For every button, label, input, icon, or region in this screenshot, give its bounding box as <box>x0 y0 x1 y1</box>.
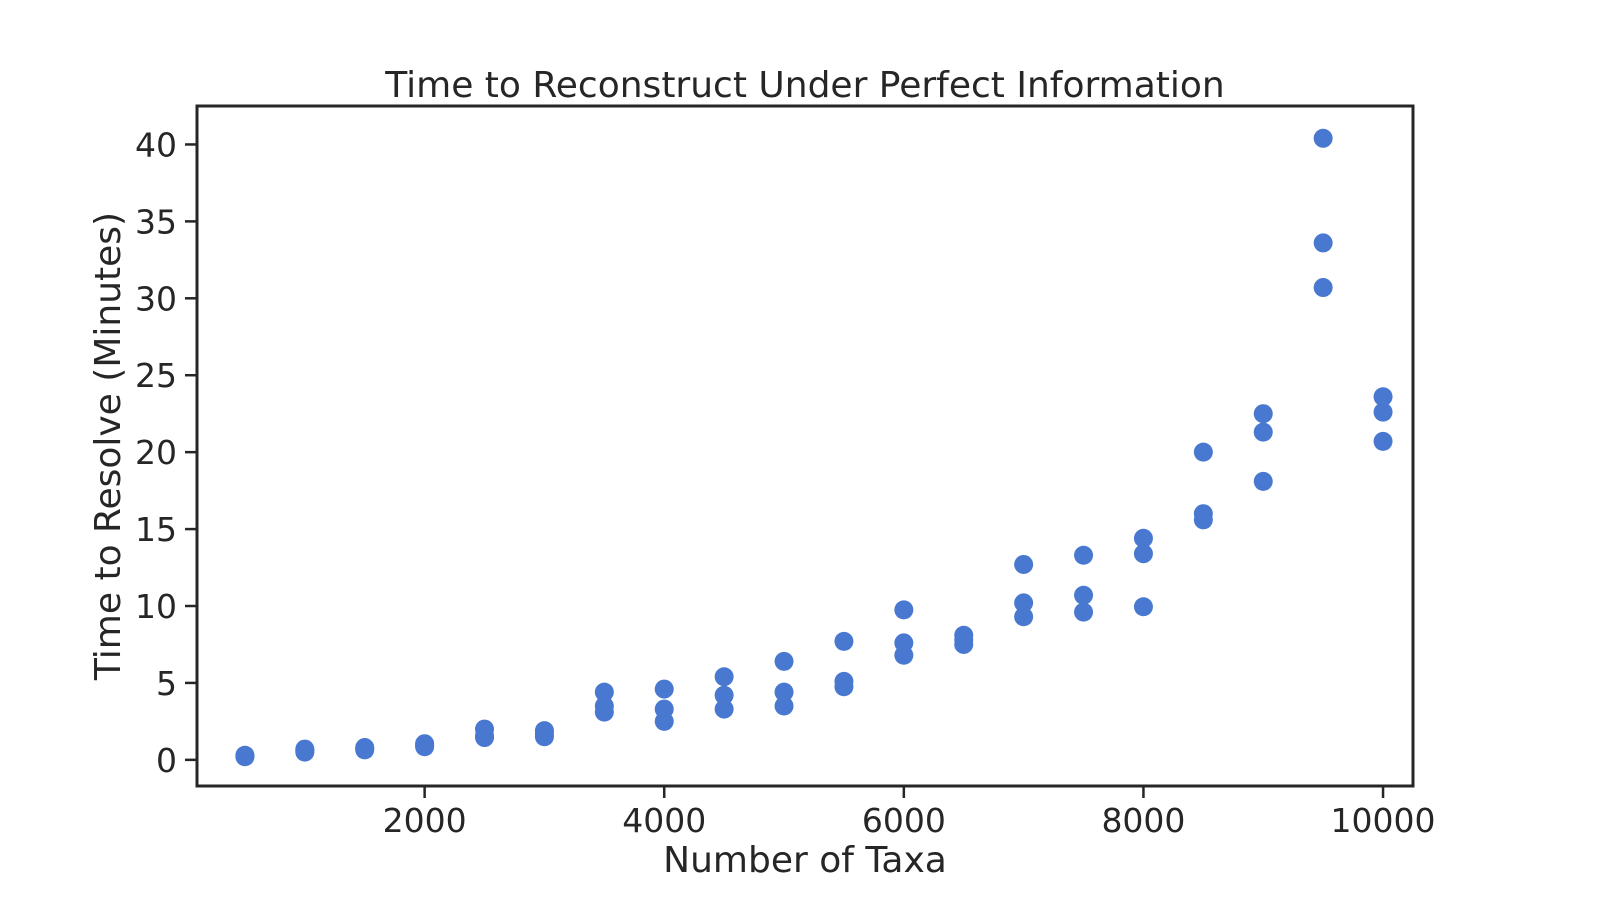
data-point <box>1014 607 1034 627</box>
y-tick-label: 10 <box>135 587 177 626</box>
data-point <box>1074 585 1094 605</box>
data-point <box>594 696 614 716</box>
y-tick-label: 25 <box>135 356 177 395</box>
data-point <box>1193 442 1213 462</box>
data-point <box>475 719 495 739</box>
y-axis: 0 5 10 15 20 25 30 35 40 <box>135 125 197 780</box>
y-tick-label: 40 <box>135 125 177 164</box>
x-tick-label: 6000 <box>862 801 946 840</box>
data-point <box>1253 422 1273 442</box>
data-point <box>355 738 375 758</box>
data-point <box>1133 597 1153 617</box>
data-point <box>1313 233 1333 253</box>
data-point <box>1313 278 1333 298</box>
data-point <box>654 679 674 699</box>
data-point <box>594 682 614 702</box>
data-point <box>834 631 854 651</box>
data-point <box>954 625 974 645</box>
x-axis-label: Number of Taxa <box>663 840 947 881</box>
data-point <box>415 734 435 754</box>
plot-frame <box>195 104 1415 788</box>
data-point <box>1253 404 1273 424</box>
x-tick-label: 4000 <box>622 801 706 840</box>
x-tick-label: 2000 <box>383 801 467 840</box>
x-tick-label: 10000 <box>1331 801 1436 840</box>
data-point <box>834 671 854 691</box>
x-tick-label: 8000 <box>1101 801 1185 840</box>
data-point <box>1014 593 1034 613</box>
data-point <box>1074 602 1094 622</box>
data-point <box>714 685 734 705</box>
data-point <box>1074 545 1094 565</box>
data-point <box>654 699 674 719</box>
data-point <box>774 696 794 716</box>
data-point <box>1014 554 1034 574</box>
y-tick-label: 30 <box>135 279 177 318</box>
data-point <box>1193 504 1213 524</box>
y-tick-label: 0 <box>156 741 177 780</box>
y-tick-label: 35 <box>135 202 177 241</box>
chart-title: Time to Reconstruct Under Perfect Inform… <box>384 65 1225 106</box>
data-point <box>714 667 734 687</box>
y-tick-label: 15 <box>135 510 177 549</box>
data-point <box>714 699 734 719</box>
data-point <box>1313 128 1333 148</box>
data-point <box>774 682 794 702</box>
data-point <box>1253 471 1273 491</box>
y-tick-label: 5 <box>156 664 177 703</box>
y-tick-label: 20 <box>135 433 177 472</box>
data-point <box>1373 402 1393 422</box>
y-axis-label: Time to Resolve (Minutes) <box>88 212 129 681</box>
data-point <box>1133 528 1153 548</box>
data-point <box>774 651 794 671</box>
data-points <box>235 128 1393 767</box>
data-point <box>235 745 255 765</box>
data-point <box>534 721 554 741</box>
x-axis: 2000 4000 6000 8000 10000 <box>383 786 1436 840</box>
data-point <box>894 600 914 620</box>
data-point <box>1373 431 1393 451</box>
data-point <box>1373 387 1393 407</box>
data-point <box>894 633 914 653</box>
data-point <box>295 739 315 759</box>
data-point <box>1133 544 1153 564</box>
